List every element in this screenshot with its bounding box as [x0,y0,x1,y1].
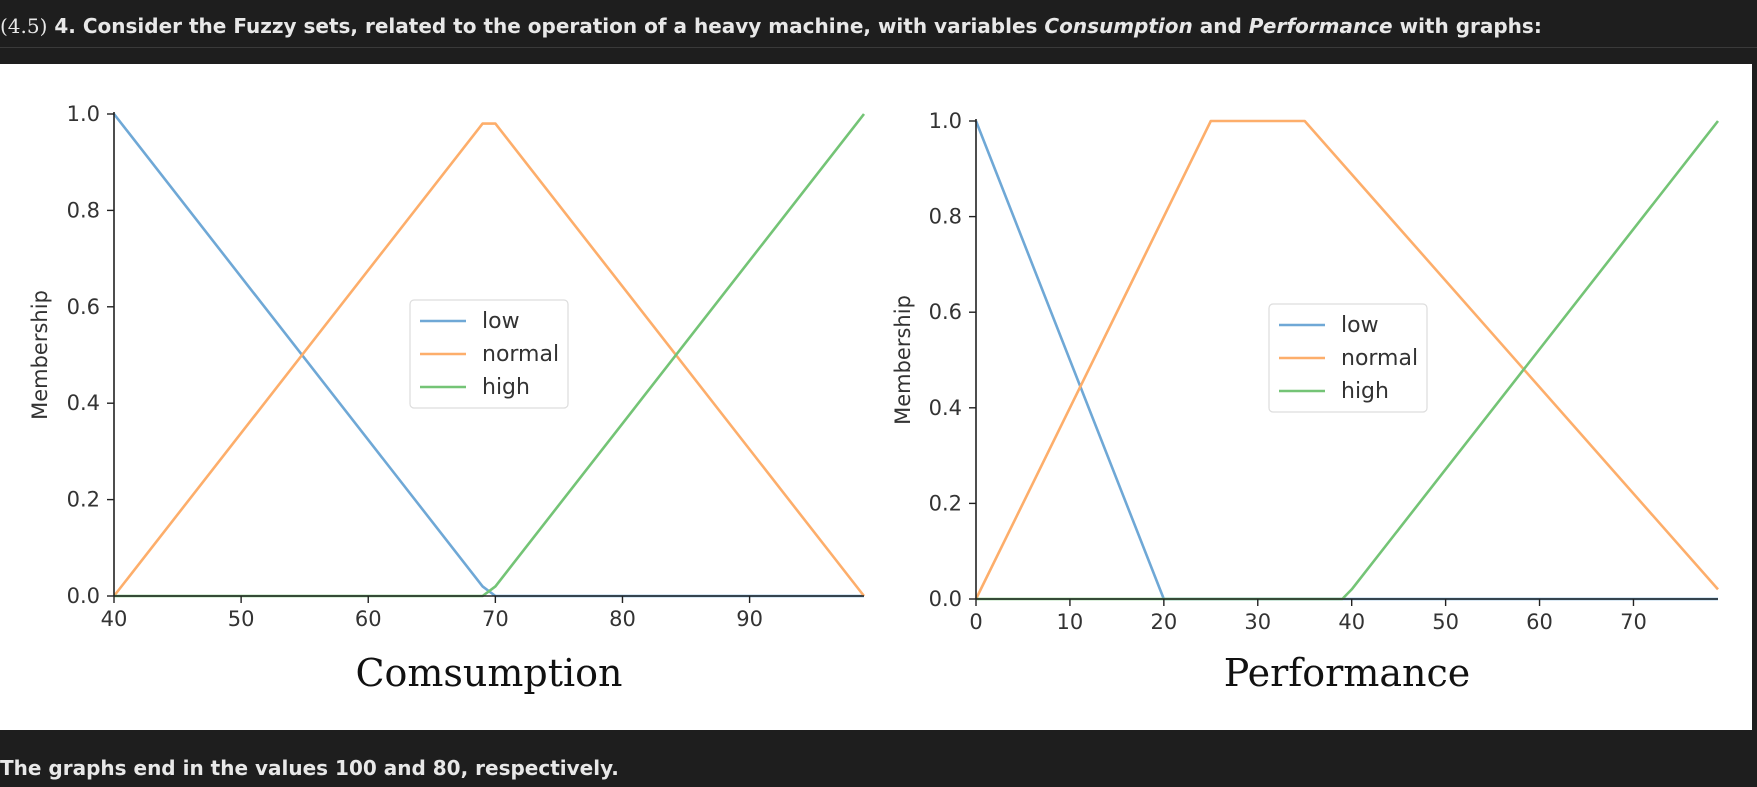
variable-consumption: Consumption [1044,14,1193,38]
footer-text: The graphs end in the values 100 and 80,… [0,756,619,780]
legend-label-low: low [1341,313,1379,338]
legend-box [409,299,569,409]
x-tick-label: 90 [736,607,763,631]
legend-label-normal: normal [1341,346,1418,371]
figure-panel: 0.0 0.2 0.4 0.6 0.8 1.0 40 50 60 70 80 90 Membership… [0,64,1752,730]
x-tick-label: 40 [1338,610,1365,634]
question-and: and [1199,14,1242,38]
legend: low normal high [409,299,569,409]
legend-label-low: low [482,309,520,334]
x-tick-label: 10 [1057,610,1084,634]
y-tick-label: 0.0 [929,587,962,611]
y-tick-label: 0.2 [67,488,100,512]
legend: low normal high [1268,303,1428,413]
x-tick-label: 50 [1432,610,1459,634]
x-tick-label: 50 [228,607,255,631]
series-line-normal [112,122,866,597]
y-tick-label: 0.4 [929,396,962,420]
legend-label-high: high [1341,379,1389,404]
y-tick-label: 0.2 [929,491,962,515]
y-tick-label: 1.0 [67,102,100,126]
x-tick-label: 60 [1526,610,1553,634]
x-tick-label: 80 [609,607,636,631]
x-tick-label: 70 [1620,610,1647,634]
x-tick-label: 60 [355,607,382,631]
x-tick-label: 30 [1244,610,1271,634]
legend-label-high: high [482,375,530,400]
question-suffix: with graphs: [1399,14,1542,38]
x-tick-label: 40 [101,607,128,631]
variable-performance: Performance [1248,14,1393,38]
y-tick-label: 0.6 [929,300,962,324]
x-tick-label: 0 [969,610,982,634]
y-tick-label: 0.0 [67,584,100,608]
x-tick-label: 70 [482,607,509,631]
chart-2: 0.0 0.2 0.4 0.6 0.8 1.0 0 10 20 30 40 50 60 70 Members… [891,109,1720,695]
question-text: (4.5) 4. Consider the Fuzzy sets, relate… [0,12,1542,40]
question-prefix: 4. Consider the Fuzzy sets, related to t… [54,14,1038,38]
x-tick-label: 20 [1150,610,1177,634]
question-number: (4.5) [0,14,48,38]
chart-1: 0.0 0.2 0.4 0.6 0.8 1.0 40 50 60 70 80 90 Membership… [28,102,866,695]
y-tick-label: 0.8 [929,205,962,229]
x-axis-label: Performance [1224,651,1471,695]
y-axis-label: Membership [891,295,915,425]
legend-box [1268,303,1428,413]
series-line-normal [974,119,1719,600]
y-axis-label: Membership [28,290,52,420]
y-tick-label: 0.6 [67,295,100,319]
divider [0,47,1757,48]
x-axis-label: Comsumption [355,651,622,695]
y-tick-label: 0.4 [67,391,100,415]
legend-label-normal: normal [482,342,559,367]
charts-svg: 0.0 0.2 0.4 0.6 0.8 1.0 40 50 60 70 80 90 Membership… [28,102,1720,695]
y-tick-label: 0.8 [67,198,100,222]
y-tick-label: 1.0 [929,109,962,133]
